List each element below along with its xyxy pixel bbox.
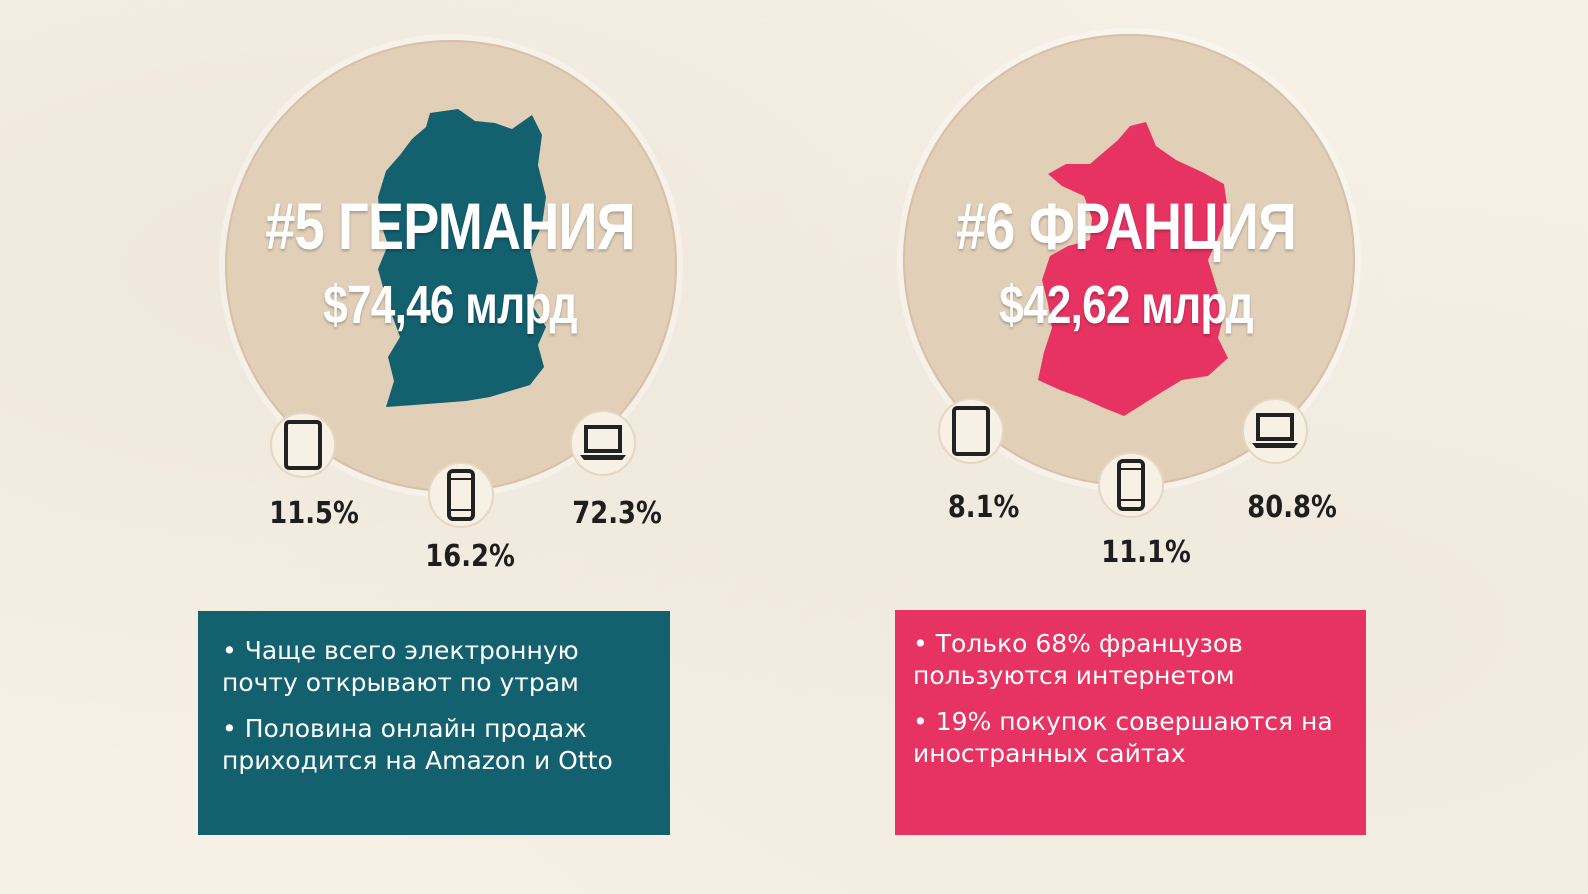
germany-laptop-share: 72.3% [572, 496, 662, 531]
germany-tablet-share: 11.5% [269, 496, 359, 531]
france-smartphone-badge [1098, 452, 1164, 518]
france-laptop-share: 80.8% [1247, 490, 1337, 525]
france-fact-2: • 19% покупок совершаются на иностранных… [913, 707, 1333, 768]
germany-amount: $74,46 млрд [323, 275, 577, 335]
laptop-icon [1252, 413, 1298, 448]
france-tablet-badge [938, 398, 1004, 464]
tablet-icon [952, 406, 990, 456]
france-laptop-badge [1242, 398, 1308, 464]
france-smartphone-share: 11.1% [1101, 535, 1191, 570]
germany-laptop-badge [570, 410, 636, 476]
germany-fact-2: • Половина онлайн продаж приходится на A… [222, 714, 613, 775]
germany-smartphone-badge [428, 462, 494, 528]
laptop-icon [580, 425, 626, 460]
germany-facts-box: • Чаще всего электронную почту открывают… [198, 611, 670, 835]
smartphone-icon [447, 469, 475, 521]
germany-fact-1: • Чаще всего электронную почту открывают… [222, 636, 579, 697]
germany-tablet-badge [270, 412, 336, 478]
germany-map-shape [378, 109, 546, 407]
france-rank-title: #6 ФРАНЦИЯ [955, 189, 1297, 263]
germany-smartphone-share: 16.2% [425, 539, 515, 574]
smartphone-icon [1117, 459, 1145, 511]
france-map-shape [1038, 122, 1228, 416]
france-tablet-share: 8.1% [947, 490, 1020, 525]
france-amount: $42,62 млрд [999, 275, 1253, 335]
germany-rank-title: #5 ГЕРМАНИЯ [265, 189, 635, 263]
france-facts-box: • Только 68% французов пользуются интерн… [895, 610, 1366, 835]
tablet-icon [284, 420, 322, 470]
france-fact-1: • Только 68% французов пользуются интерн… [913, 629, 1243, 690]
